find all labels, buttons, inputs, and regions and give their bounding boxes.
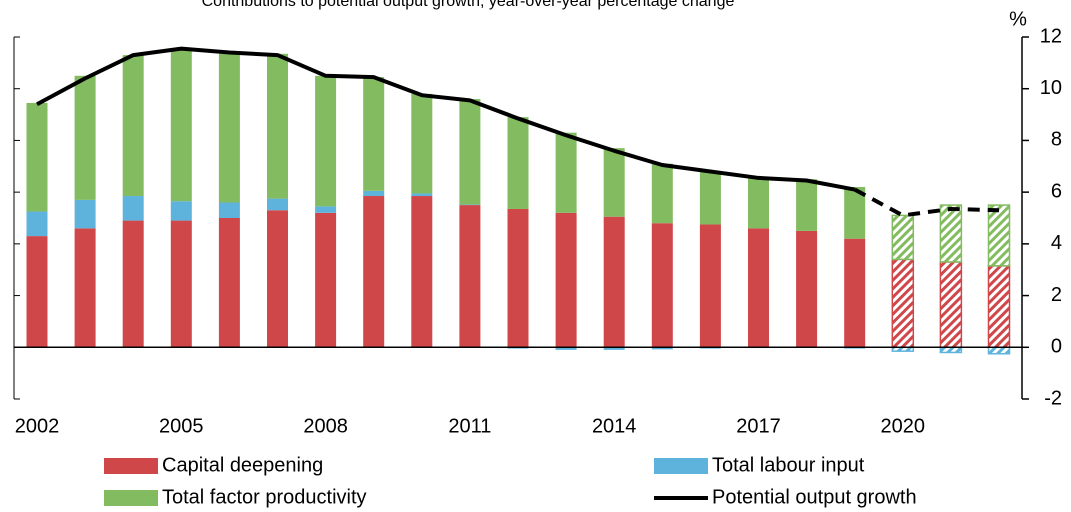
- bar-segment: [218, 53, 240, 203]
- bar-segment: [170, 220, 192, 348]
- y-tick-label: 10: [1040, 77, 1062, 99]
- bar-segment: [651, 223, 673, 348]
- bar-segment: [651, 347, 673, 350]
- bar-segment: [74, 199, 96, 229]
- bar-segment: [122, 55, 144, 197]
- legend-swatch: [104, 458, 158, 474]
- x-tick-label: 2017: [736, 415, 781, 437]
- y-tick-label: 6: [1051, 180, 1062, 202]
- bar-segment: [699, 171, 721, 225]
- bar-segment: [411, 93, 433, 194]
- bar-segment: [26, 236, 48, 348]
- bar-segment: [315, 206, 337, 213]
- bar-segment: [267, 210, 288, 348]
- legend-label: Total factor productivity: [162, 486, 367, 508]
- bar-segment: [74, 228, 96, 348]
- bar-segment: [170, 49, 192, 202]
- bar-segment: [748, 228, 769, 348]
- bar-segment: [170, 201, 192, 221]
- legend-label: Potential output growth: [712, 486, 917, 508]
- y-tick-label: 4: [1051, 232, 1062, 254]
- bar-segment: [218, 218, 240, 348]
- x-tick-label: 2020: [881, 415, 926, 437]
- bar-segment: [555, 212, 577, 348]
- bar-segment: [411, 196, 433, 348]
- bar-segment: [796, 230, 818, 348]
- bar-segment: [603, 347, 625, 350]
- bar-segment: [26, 102, 48, 212]
- line: [36, 46, 856, 192]
- bar-segment: [987, 265, 1011, 349]
- bar-segment: [699, 224, 721, 348]
- bar-segment: [122, 220, 144, 348]
- bar-segment: [218, 202, 240, 218]
- bar-segment: [315, 212, 337, 348]
- bar-segment: [555, 347, 577, 350]
- bar-segment: [939, 261, 963, 349]
- chart-title: Contributions to potential output growth…: [202, 0, 735, 10]
- bar-segment: [555, 132, 577, 213]
- x-tick-label: 2005: [159, 415, 204, 437]
- y-tick-label: 0: [1051, 336, 1062, 358]
- x-tick-label: 2002: [15, 415, 60, 437]
- bar-segment: [363, 190, 385, 197]
- bar-segment: [939, 346, 963, 354]
- bar-segment: [603, 216, 625, 348]
- y-tick-label: -2: [1044, 387, 1062, 409]
- bar-segment: [122, 196, 144, 221]
- bar-segment: [363, 77, 385, 191]
- bar-segment: [315, 75, 337, 207]
- bar-segment: [891, 214, 915, 261]
- line-projection: [853, 187, 1000, 218]
- bar-segment: [939, 204, 963, 263]
- legend-label: Total labour input: [712, 454, 865, 476]
- bar-segment: [844, 238, 866, 348]
- bar-segment: [363, 196, 385, 348]
- bar-segment: [987, 204, 1011, 267]
- bar-segment: [267, 53, 288, 199]
- y-tick-label: 12: [1040, 25, 1062, 47]
- bar-segment: [987, 346, 1011, 355]
- bar-segment: [796, 179, 818, 231]
- bar-segment: [603, 148, 625, 217]
- bar-segment: [507, 117, 529, 209]
- legend-swatch: [104, 490, 158, 506]
- bar-segment: [459, 205, 481, 348]
- bar-segment: [74, 75, 96, 200]
- y-unit: %: [1009, 8, 1027, 30]
- bar-segment: [651, 163, 673, 224]
- bar-segment: [26, 211, 48, 237]
- y-tick-label: 2: [1051, 284, 1062, 306]
- bar-segment: [459, 204, 481, 206]
- bar-segment: [411, 193, 433, 197]
- bar-segment: [267, 198, 288, 211]
- x-tick-label: 2014: [592, 415, 637, 437]
- bar-segment: [844, 186, 866, 239]
- y-tick-label: 8: [1051, 129, 1062, 151]
- bar-segment: [459, 99, 481, 205]
- legend-label: Capital deepening: [162, 454, 323, 476]
- bar-segment: [891, 258, 915, 349]
- bar-segment: [507, 208, 529, 348]
- x-tick-label: 2008: [303, 415, 348, 437]
- x-tick-label: 2011: [448, 415, 491, 437]
- bar-segment: [748, 176, 769, 229]
- legend-swatch: [654, 458, 708, 474]
